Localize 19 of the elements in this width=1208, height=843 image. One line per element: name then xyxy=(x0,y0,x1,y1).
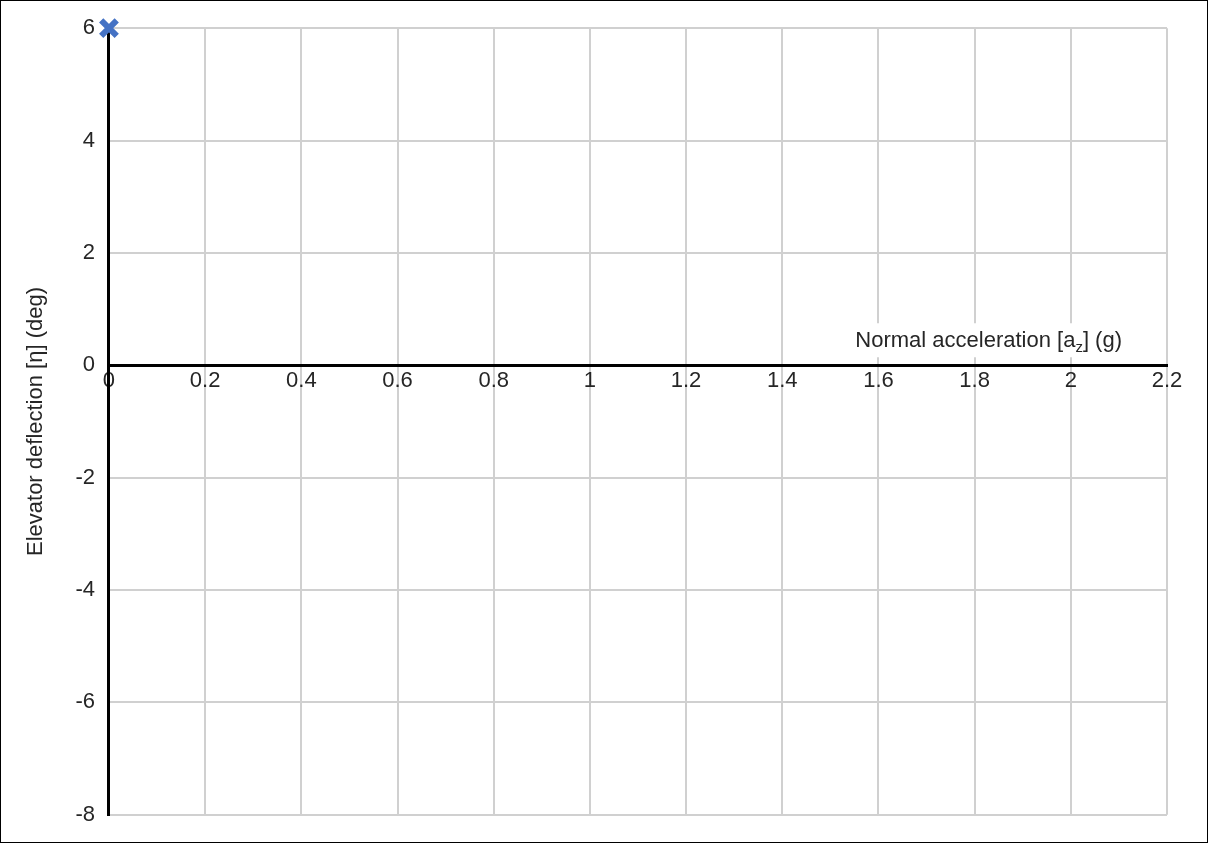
y-tick-label: -8 xyxy=(75,800,95,826)
y-tick-label: 4 xyxy=(82,126,95,152)
x-tick-label: 1.2 xyxy=(670,366,702,392)
x-tick-label: 1.6 xyxy=(863,366,894,392)
x-tick-label: 2.2 xyxy=(1151,366,1183,392)
y-tick-label: -2 xyxy=(75,463,95,489)
x-tick-label: 0.6 xyxy=(382,366,413,392)
x-tick-label: 1 xyxy=(583,366,597,392)
x-tick-label: 1.8 xyxy=(959,366,990,392)
y-tick-label: 6 xyxy=(82,14,95,40)
y-tick-label: -6 xyxy=(75,688,95,714)
x-tick-label: 2 xyxy=(1064,366,1077,392)
y-tick-label: 2 xyxy=(82,239,95,265)
x-tick-label: 0.8 xyxy=(478,366,509,392)
y-tick-label: -4 xyxy=(75,576,95,602)
x-tick-label: 0.2 xyxy=(189,366,221,392)
x-tick-label: 1.4 xyxy=(766,366,798,392)
y-axis-title: Elevator deflection [η] (deg) xyxy=(22,286,48,557)
x-tick-label: 0.4 xyxy=(286,366,317,392)
